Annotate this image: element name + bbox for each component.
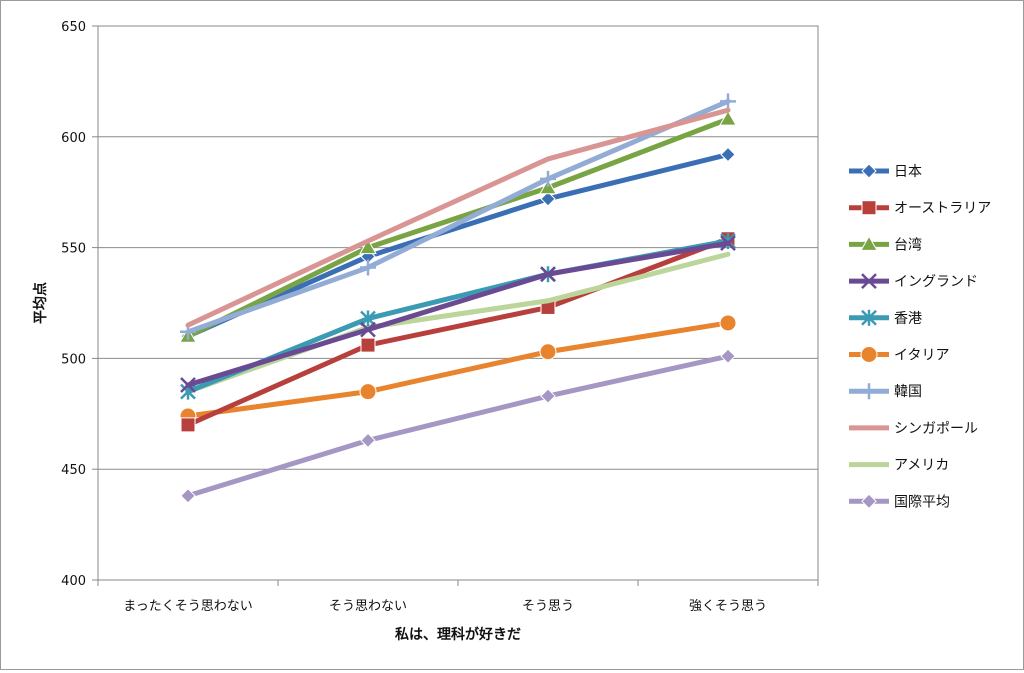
data-point bbox=[180, 377, 196, 393]
data-point bbox=[360, 432, 376, 449]
x-axis-title: 私は、理科が好きだ bbox=[395, 626, 521, 643]
series-line bbox=[185, 236, 731, 428]
legend-label: 日本 bbox=[894, 164, 922, 180]
series-line bbox=[185, 98, 731, 335]
x-tick-label: そう思わない bbox=[329, 599, 407, 614]
series-lines bbox=[179, 93, 737, 504]
y-tick-label: 500 bbox=[61, 352, 86, 367]
data-point bbox=[860, 346, 878, 363]
series-line bbox=[185, 353, 731, 499]
legend-item: アメリカ bbox=[849, 458, 949, 474]
legend-label: 韓国 bbox=[894, 384, 922, 400]
gridlines bbox=[98, 136, 818, 470]
data-point bbox=[861, 309, 877, 326]
series-2 bbox=[180, 231, 736, 433]
legend-label: イングランド bbox=[894, 274, 978, 290]
series-4 bbox=[180, 235, 736, 393]
data-point bbox=[720, 146, 736, 163]
x-tick-label: まったくそう思わない bbox=[123, 599, 252, 614]
data-point bbox=[720, 93, 736, 110]
legend-item: オーストラリア bbox=[849, 200, 991, 217]
y-tick-label: 450 bbox=[61, 463, 86, 478]
y-axis-title: 平均点 bbox=[32, 282, 49, 324]
legend-label: オーストラリア bbox=[894, 201, 991, 217]
legend-item: 日本 bbox=[849, 163, 922, 180]
y-tick-label: 550 bbox=[61, 242, 86, 257]
data-point bbox=[861, 200, 877, 216]
legend-label: 台湾 bbox=[894, 236, 922, 253]
legend-item: シンガポール bbox=[849, 421, 978, 437]
data-point bbox=[539, 343, 557, 361]
legend-item: 台湾 bbox=[849, 235, 922, 253]
legend-item: 香港 bbox=[849, 309, 922, 327]
legend-label: 国際平均 bbox=[894, 494, 950, 510]
legend-item: 国際平均 bbox=[849, 493, 950, 510]
legend-label: イタリア bbox=[894, 348, 949, 364]
data-point bbox=[540, 266, 556, 283]
series-line bbox=[185, 107, 731, 328]
data-point bbox=[540, 388, 556, 404]
data-point bbox=[360, 321, 376, 338]
data-point bbox=[540, 170, 556, 187]
series-line bbox=[185, 116, 731, 339]
data-point bbox=[360, 337, 376, 353]
data-point bbox=[861, 383, 877, 400]
series-line bbox=[185, 152, 731, 339]
data-point bbox=[719, 110, 737, 126]
y-tick-label: 400 bbox=[61, 574, 86, 589]
data-point bbox=[359, 238, 377, 255]
data-point bbox=[719, 314, 737, 332]
data-point bbox=[720, 348, 736, 364]
y-tick-label: 600 bbox=[61, 131, 86, 146]
x-tick-label: そう思う bbox=[522, 599, 574, 614]
legend-label: 香港 bbox=[894, 311, 922, 327]
legend-label: シンガポール bbox=[894, 421, 978, 437]
data-point bbox=[860, 235, 878, 251]
legend-label: アメリカ bbox=[894, 458, 949, 474]
legend-item: イングランド bbox=[849, 273, 978, 290]
series-8 bbox=[185, 107, 731, 328]
data-point bbox=[180, 417, 196, 433]
data-point bbox=[359, 383, 377, 401]
data-point bbox=[180, 488, 196, 504]
data-point bbox=[861, 273, 877, 289]
series-6 bbox=[179, 314, 737, 425]
series-line bbox=[185, 240, 731, 388]
series-7 bbox=[180, 93, 736, 340]
data-point bbox=[861, 493, 877, 510]
legend-item: イタリア bbox=[849, 346, 949, 364]
data-point bbox=[540, 191, 556, 207]
y-axis-ticks: 400 450 500 550 600 650 bbox=[61, 20, 98, 589]
x-tick-label: 強くそう思う bbox=[689, 599, 767, 614]
data-point bbox=[360, 259, 376, 276]
legend-item: 韓国 bbox=[849, 383, 922, 400]
data-point bbox=[720, 235, 736, 252]
data-point bbox=[861, 163, 877, 179]
series-line bbox=[185, 320, 731, 419]
series-10 bbox=[180, 348, 736, 504]
y-tick-label: 650 bbox=[61, 20, 86, 35]
x-axis-ticks: まったくそう思わない そう思わない そう思う 強くそう思う bbox=[97, 580, 819, 614]
